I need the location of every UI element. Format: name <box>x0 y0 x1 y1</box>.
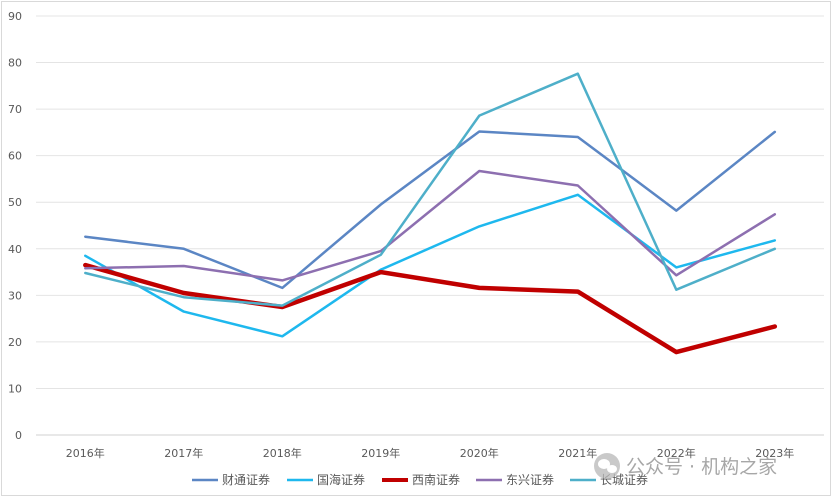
y-tick-label: 90 <box>8 10 22 23</box>
watermark: 公众号 · 机构之家 <box>594 452 777 479</box>
legend-label: 国海证券 <box>317 472 365 487</box>
y-tick-label: 40 <box>8 243 22 256</box>
y-tick-label: 80 <box>8 57 22 70</box>
watermark-text: 公众号 · 机构之家 <box>626 456 778 478</box>
x-tick-label: 2020年 <box>460 446 499 460</box>
legend-label: 财通证券 <box>222 472 270 487</box>
y-tick-label: 30 <box>8 289 22 302</box>
x-tick-label: 2023年 <box>755 446 794 460</box>
y-tick-label: 60 <box>8 150 22 163</box>
x-tick-label: 2017年 <box>164 446 203 460</box>
y-tick-label: 70 <box>8 103 22 116</box>
x-tick-label: 2021年 <box>558 446 597 460</box>
legend-label: 西南证券 <box>412 472 460 487</box>
series-line-3 <box>84 169 777 282</box>
y-tick-label: 20 <box>8 336 22 349</box>
legend-item: 西南证券 <box>382 472 460 487</box>
legend-item: 国海证券 <box>287 472 365 487</box>
y-axis-ticks: 0 10 20 30 40 50 60 70 80 90 <box>8 10 22 442</box>
y-tick-label: 0 <box>15 429 22 442</box>
x-tick-label: 2018年 <box>263 446 302 460</box>
y-tick-label: 50 <box>8 196 22 209</box>
legend: 财通证券 国海证券 西南证券 东兴证券 长城证券 <box>192 472 648 487</box>
x-tick-label: 2019年 <box>361 446 400 460</box>
x-axis-ticks: 2016年 2017年 2018年 2019年 2020年 2021年 2022年 2023年 <box>66 446 795 460</box>
series-line-0 <box>84 130 777 290</box>
legend-label: 东兴证券 <box>506 472 554 487</box>
series-line-4 <box>84 72 777 307</box>
x-tick-label: 2022年 <box>657 446 696 460</box>
legend-item: 东兴证券 <box>476 472 554 487</box>
y-tick-label: 10 <box>8 382 22 395</box>
series-line-2 <box>83 262 778 355</box>
x-tick-label: 2016年 <box>66 446 105 460</box>
wechat-icon <box>594 452 620 479</box>
legend-item: 财通证券 <box>192 472 270 487</box>
gridlines <box>36 15 824 436</box>
series-lines <box>83 72 778 355</box>
